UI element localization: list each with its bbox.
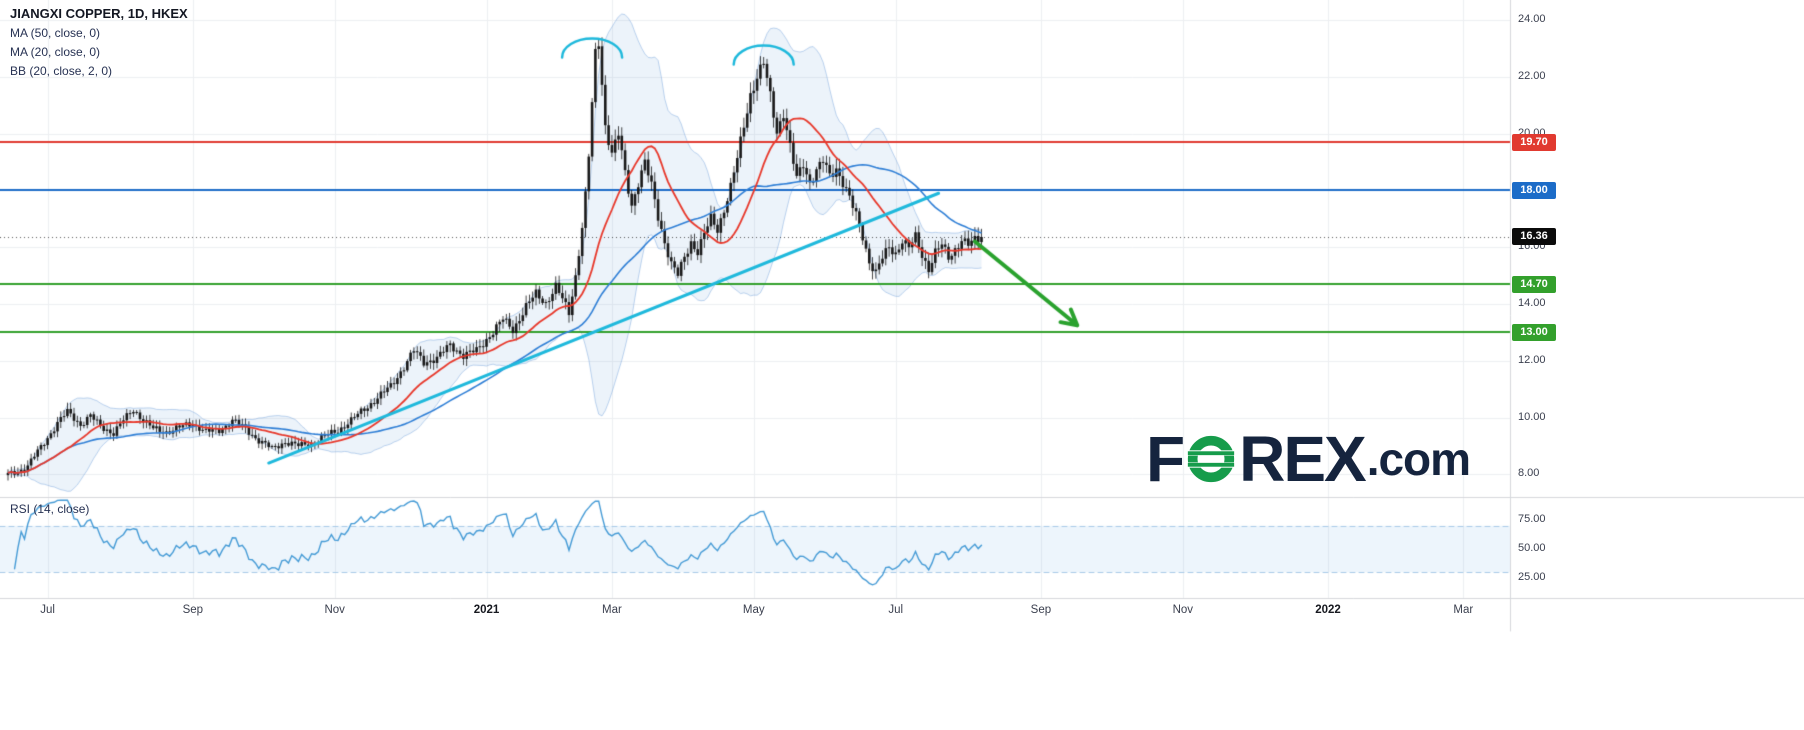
indicator-bb[interactable]: BB (20, close, 2, 0) (10, 64, 113, 78)
time-tick-label: Sep (1030, 604, 1052, 616)
indicator-ma-50[interactable]: MA (50, close, 0) (10, 26, 101, 40)
indicator-ma-20[interactable]: MA (20, close, 0) (10, 45, 101, 59)
price-tick-label: 24.00 (1518, 13, 1546, 25)
price-level-badge: 19.70 (1512, 133, 1556, 151)
forex-logo: F REX .com (1146, 423, 1471, 495)
logo-o-icon (1184, 435, 1239, 483)
time-axis[interactable]: Jul Sep Nov 2021 Mar May Jul Sep Nov 2022 Mar (0, 598, 1510, 631)
price-tick-label: 10.00 (1518, 410, 1546, 423)
time-tick-label: Jul (888, 604, 904, 616)
time-tick-label: 2022 (1315, 604, 1341, 616)
rsi-indicator-label[interactable]: RSI (14, close) (10, 502, 90, 516)
time-tick-label: Mar (601, 604, 622, 616)
time-tick-label: 2021 (473, 604, 500, 616)
time-tick-label: Jul (40, 604, 55, 616)
price-tick-label: 12.00 (1518, 353, 1546, 366)
chart-legend: JIANGXI COPPER, 1D, HKEX MA (50, close, … (10, 6, 188, 81)
time-tick-label: Sep (182, 604, 204, 616)
price-level-badge: 13.00 (1512, 323, 1556, 341)
rsi-tick-label: 75.00 (1518, 513, 1546, 525)
logo-text-rex: REX (1239, 423, 1367, 495)
logo-text-f: F (1146, 423, 1185, 495)
last-price-badge: 16.36 (1512, 228, 1556, 246)
logo-text-dotcom: .com (1366, 433, 1471, 485)
time-tick-label: Nov (1172, 604, 1194, 616)
price-tick-label: 8.00 (1518, 467, 1540, 480)
price-tick-label: 14.00 (1518, 297, 1546, 309)
price-level-badge: 14.70 (1512, 275, 1556, 293)
rsi-tick-label: 50.00 (1518, 542, 1546, 554)
rsi-tick-label: 25.00 (1518, 571, 1546, 583)
price-level-badge: 18.00 (1512, 181, 1556, 199)
price-axis[interactable]: 24.0022.0020.0018.0016.0014.0012.0010.00… (1510, 0, 1804, 631)
time-tick-label: Nov (324, 604, 345, 616)
time-tick-label: Mar (1453, 604, 1474, 616)
symbol-title[interactable]: JIANGXI COPPER, 1D, HKEX (10, 6, 188, 21)
price-tick-label: 22.00 (1518, 69, 1546, 82)
time-tick-label: May (742, 604, 765, 616)
